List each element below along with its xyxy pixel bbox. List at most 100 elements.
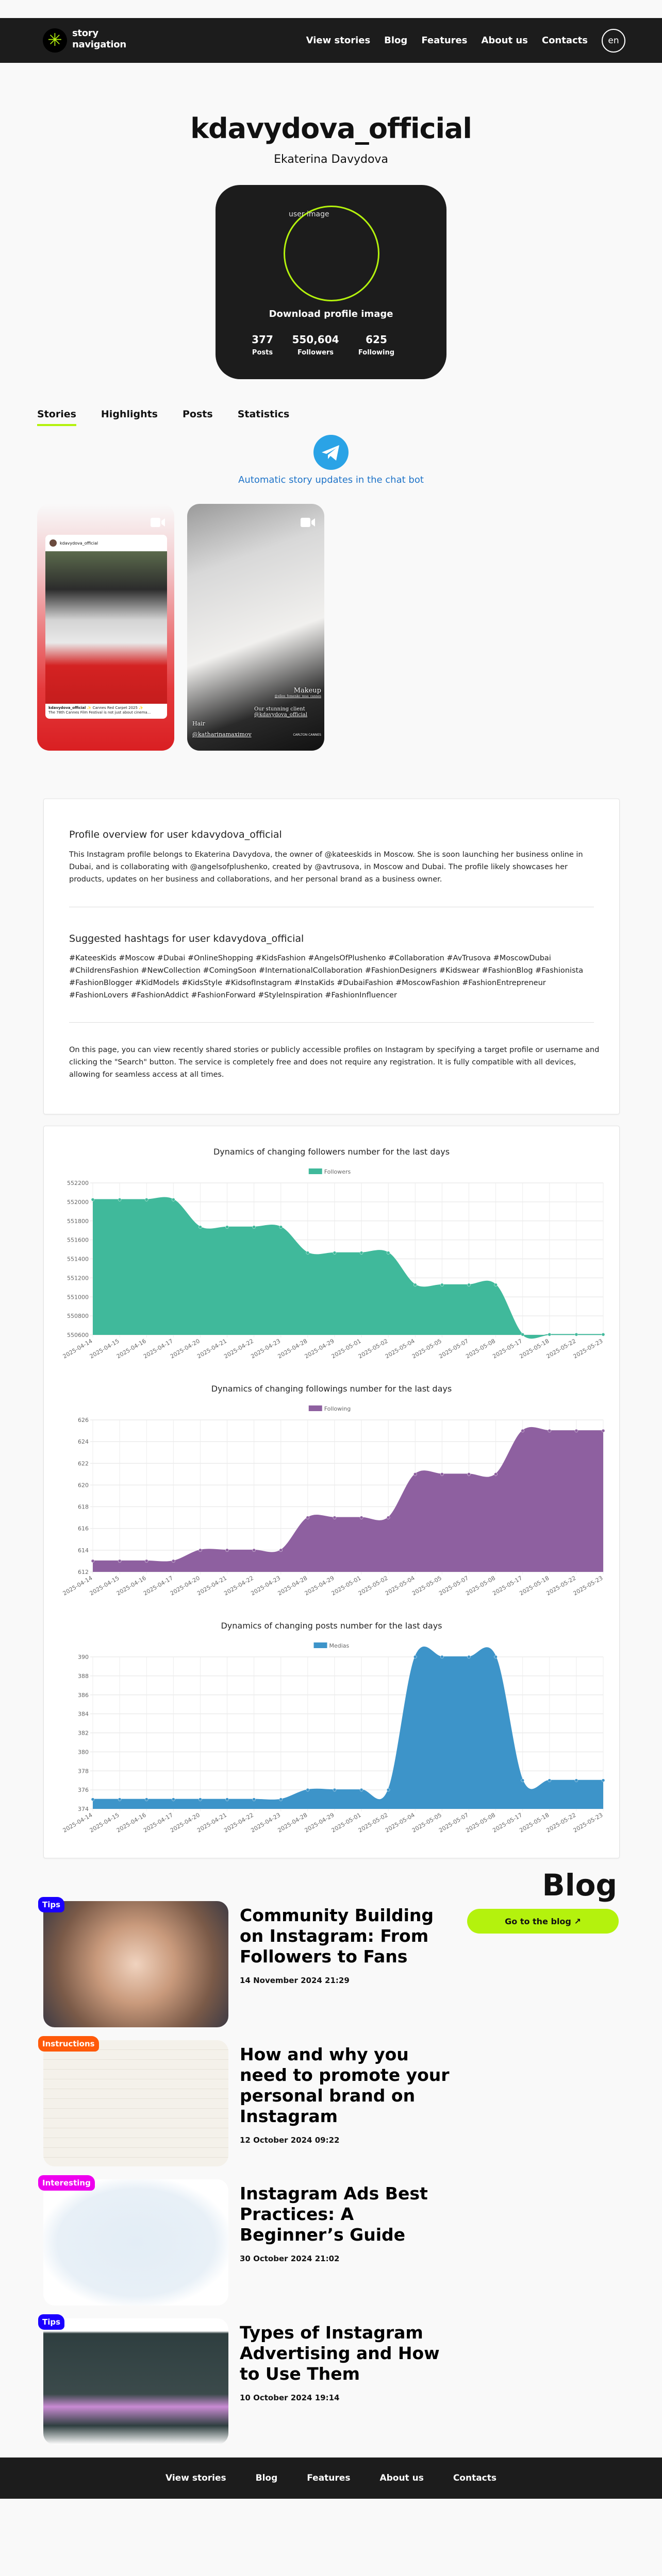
- blog-post-date: 10 October 2024 19:14: [240, 2393, 340, 2402]
- x-tick-label: 2025-05-08: [465, 1574, 496, 1597]
- data-point: [601, 1333, 605, 1336]
- nav-contacts[interactable]: Contacts: [541, 35, 588, 46]
- legend-label: Medias: [329, 1642, 350, 1649]
- download-profile-image-button[interactable]: Download profile image: [269, 309, 393, 319]
- story-overlay-hair-label: Hair: [192, 720, 205, 727]
- story-post-preview: kdavydova_official kdavydova_official ✨ …: [45, 535, 167, 719]
- tab-statistics[interactable]: Statistics: [237, 409, 290, 420]
- x-tick-label: 2025-05-17: [491, 1337, 523, 1360]
- data-point: [440, 1655, 444, 1659]
- logo-text-line2: navigation: [72, 39, 126, 50]
- x-tick-label: 2025-04-29: [304, 1337, 336, 1360]
- x-tick-label: 2025-05-02: [357, 1574, 389, 1597]
- telegram-bot-link[interactable]: Automatic story updates in the chat bot: [238, 474, 424, 485]
- data-point: [144, 1559, 148, 1563]
- blog-post[interactable]: Interesting Instagram Ads Best Practices…: [38, 2175, 456, 2308]
- y-tick-label: 612: [78, 1569, 89, 1575]
- logo[interactable]: story navigation: [72, 28, 126, 50]
- blog-post-date: 30 October 2024 21:02: [240, 2254, 340, 2263]
- data-point: [91, 1559, 95, 1563]
- data-point: [359, 1251, 363, 1255]
- blog-post-image[interactable]: [43, 1901, 228, 2027]
- x-tick-label: 2025-04-29: [304, 1574, 336, 1597]
- footer-nav-view-stories[interactable]: View stories: [165, 2473, 226, 2483]
- series-area: [93, 1647, 603, 1809]
- blog-post-title[interactable]: How and why you need to promote your per…: [240, 2044, 450, 2126]
- blog-post-title[interactable]: Instagram Ads Best Practices: A Beginner…: [240, 2183, 428, 2245]
- x-tick-label: 2025-04-17: [142, 1337, 174, 1360]
- logo-star-icon[interactable]: ✳: [43, 28, 67, 53]
- x-tick-label: 2025-04-22: [223, 1811, 255, 1834]
- x-tick-label: 2025-04-21: [196, 1574, 228, 1597]
- data-point: [548, 1333, 552, 1336]
- footer-nav-blog[interactable]: Blog: [255, 2473, 278, 2483]
- data-point: [118, 1198, 122, 1201]
- blog-post-image[interactable]: [43, 2179, 228, 2306]
- series-area: [93, 1427, 603, 1572]
- y-tick-label: 551000: [67, 1294, 89, 1300]
- blog-post-title[interactable]: Community Building on Instagram: From Fo…: [240, 1905, 434, 1967]
- data-point: [574, 1778, 578, 1782]
- legend-label: Following: [324, 1405, 351, 1412]
- avatar: [284, 206, 379, 301]
- data-point: [333, 1251, 337, 1255]
- y-tick-label: 384: [78, 1711, 89, 1718]
- x-tick-label: 2025-05-04: [384, 1337, 416, 1360]
- nav-blog[interactable]: Blog: [384, 35, 408, 46]
- data-point: [467, 1655, 471, 1659]
- nav-view-stories[interactable]: View stories: [306, 35, 371, 46]
- footer-nav-about-us[interactable]: About us: [379, 2473, 424, 2483]
- data-point: [252, 1225, 256, 1229]
- data-point: [333, 1516, 337, 1519]
- blog-post[interactable]: Tips Types of Instagram Advertising and …: [38, 2314, 456, 2447]
- data-point: [574, 1429, 578, 1433]
- blog-post-image[interactable]: [43, 2318, 228, 2445]
- nav-about-us[interactable]: About us: [481, 35, 528, 46]
- profile-full-name: Ekaterina Davydova: [274, 153, 388, 166]
- nav-features[interactable]: Features: [421, 35, 468, 46]
- story-overlay-hair-handle: @katharinamaximov: [192, 731, 252, 738]
- data-point: [467, 1283, 471, 1287]
- x-tick-label: 2025-04-15: [89, 1811, 121, 1834]
- data-point: [521, 1333, 524, 1336]
- x-tick-label: 2025-04-20: [169, 1337, 201, 1360]
- story-card[interactable]: kdavydova_official kdavydova_official ✨ …: [37, 504, 174, 751]
- story-username: kdavydova_official: [60, 540, 98, 546]
- data-point: [198, 1798, 202, 1801]
- series-line: [93, 1197, 604, 1339]
- footer-nav-features[interactable]: Features: [307, 2473, 351, 2483]
- story-overlay-makeup-label: Makeup: [293, 687, 321, 694]
- stat-value: 625: [366, 333, 387, 346]
- x-tick-label: 2025-05-01: [330, 1337, 362, 1360]
- video-camera-icon: [151, 518, 165, 527]
- x-tick-label: 2025-04-15: [89, 1574, 121, 1597]
- story-card[interactable]: Makeup @ellen_fomenko_mua_cannes Our stu…: [187, 504, 324, 751]
- service-info-text: On this page, you can view recently shar…: [69, 1046, 600, 1079]
- x-tick-label: 2025-04-17: [142, 1811, 174, 1834]
- y-tick-label: 618: [78, 1504, 89, 1511]
- data-point: [279, 1798, 283, 1801]
- blog-post-image[interactable]: [43, 2040, 228, 2166]
- tab-stories[interactable]: Stories: [37, 409, 76, 426]
- video-camera-icon: [301, 518, 315, 527]
- footer-nav-contacts[interactable]: Contacts: [453, 2473, 496, 2483]
- telegram-icon[interactable]: [313, 435, 349, 470]
- site-header: ✳ story navigation View stories Blog Fea…: [0, 18, 662, 63]
- x-tick-label: 2025-04-22: [223, 1574, 255, 1597]
- go-to-blog-button[interactable]: Go to the blog ↗: [467, 1909, 619, 1934]
- blog-post[interactable]: Instructions How and why you need to pro…: [38, 2036, 456, 2169]
- tab-highlights[interactable]: Highlights: [101, 409, 158, 420]
- legend-swatch: [313, 1642, 327, 1648]
- x-tick-label: 2025-05-23: [572, 1811, 604, 1834]
- language-switcher[interactable]: en: [602, 29, 625, 53]
- blog-post-title[interactable]: Types of Instagram Advertising and How t…: [240, 2323, 440, 2384]
- x-tick-label: 2025-04-21: [196, 1811, 228, 1834]
- story-caption-text: The 78th Cannes Film Festival is not jus…: [48, 710, 151, 715]
- stat-label: Followers: [297, 349, 334, 357]
- blog-post[interactable]: Tips Community Building on Instagram: Fr…: [38, 1897, 456, 2030]
- tab-posts[interactable]: Posts: [183, 409, 213, 420]
- y-tick-label: 620: [78, 1482, 89, 1488]
- data-point: [118, 1798, 122, 1801]
- x-tick-label: 2025-04-23: [250, 1574, 282, 1597]
- data-point: [467, 1472, 471, 1476]
